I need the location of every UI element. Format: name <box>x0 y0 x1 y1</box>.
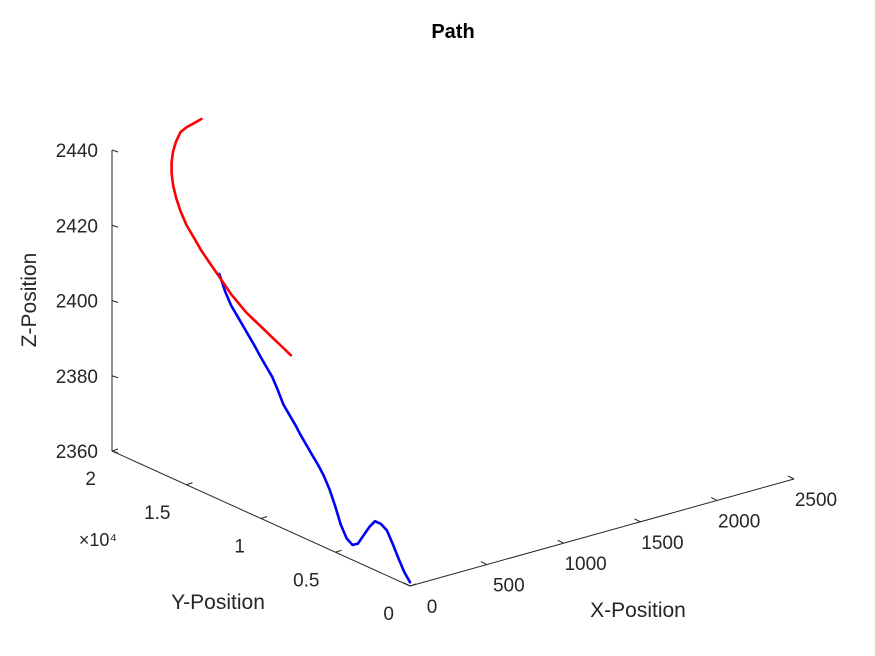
z-tick <box>111 450 119 454</box>
series-line-1 <box>218 272 412 584</box>
z-tick-label: 2400 <box>56 292 98 313</box>
z-tick-label: 2380 <box>56 367 98 388</box>
x-tick-label: 2500 <box>795 490 837 511</box>
x-tick-label: 0 <box>427 597 438 618</box>
x-tick <box>403 582 411 587</box>
series-lines <box>170 117 412 584</box>
x-tick <box>634 518 641 523</box>
y-tick-label: 0.5 <box>293 570 319 591</box>
z-tick <box>111 375 119 379</box>
z-tick-label: 2360 <box>56 442 98 463</box>
x-tick <box>480 561 488 566</box>
x-tick-label: 500 <box>493 576 525 597</box>
y-tick <box>111 448 119 452</box>
x-tick-label: 1000 <box>564 554 606 575</box>
z-tick <box>111 224 119 228</box>
x-tick-label: 2000 <box>718 511 760 532</box>
x-axis-line <box>409 478 795 587</box>
y-tick-label: 0 <box>383 604 394 625</box>
y-axis-label: Y-Position <box>171 591 265 614</box>
chart-title: Path <box>431 21 474 43</box>
z-tick <box>111 149 119 153</box>
y-axis-exponent: ×10⁴ <box>79 530 117 550</box>
y-tick <box>186 482 193 486</box>
x-tick <box>557 539 564 544</box>
y-tick <box>409 583 417 587</box>
series-line-2 <box>170 117 293 357</box>
z-tick-label: 2440 <box>56 141 98 162</box>
y-tick <box>335 549 342 553</box>
x-axis-label: X-Position <box>590 599 686 622</box>
ticks: 0 500 1000 1500 2000 2500 0 0.5 1 1.5 2 2360 2380 240… <box>56 141 837 625</box>
y-tick-label: 1 <box>234 537 245 558</box>
y-tick-label: 2 <box>85 469 96 490</box>
x-tick <box>710 496 718 501</box>
x-tick-label: 1500 <box>641 533 683 554</box>
x-tick <box>787 475 795 480</box>
z-tick <box>111 300 119 303</box>
y-tick-label: 1.5 <box>144 503 170 524</box>
axes <box>111 150 795 587</box>
y-tick <box>260 516 268 519</box>
z-axis-label: Z-Position <box>18 253 41 348</box>
z-tick-label: 2420 <box>56 216 98 237</box>
